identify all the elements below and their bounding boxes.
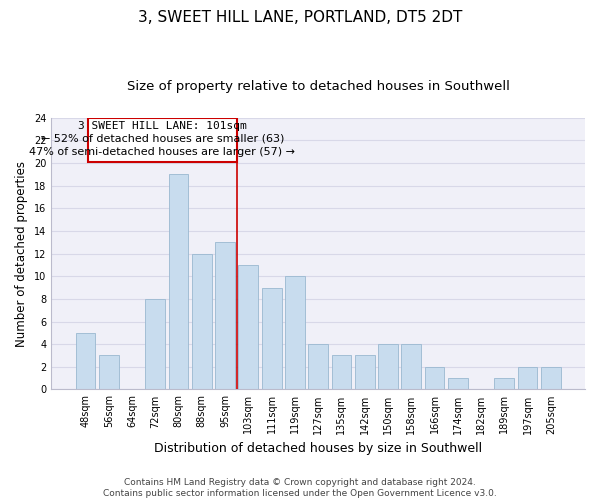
Bar <box>332 356 352 390</box>
Bar <box>494 378 514 390</box>
Bar <box>145 299 165 390</box>
Bar <box>262 288 281 390</box>
Bar <box>401 344 421 390</box>
Bar <box>238 265 258 390</box>
Title: Size of property relative to detached houses in Southwell: Size of property relative to detached ho… <box>127 80 509 93</box>
Text: ← 52% of detached houses are smaller (63): ← 52% of detached houses are smaller (63… <box>41 134 284 144</box>
Bar <box>518 367 538 390</box>
Bar <box>88 118 237 162</box>
Y-axis label: Number of detached properties: Number of detached properties <box>16 160 28 346</box>
Bar <box>425 367 445 390</box>
Bar <box>355 356 374 390</box>
Bar <box>448 378 467 390</box>
Bar <box>285 276 305 390</box>
Text: Contains HM Land Registry data © Crown copyright and database right 2024.
Contai: Contains HM Land Registry data © Crown c… <box>103 478 497 498</box>
Bar <box>99 356 119 390</box>
Bar <box>378 344 398 390</box>
Text: 3, SWEET HILL LANE, PORTLAND, DT5 2DT: 3, SWEET HILL LANE, PORTLAND, DT5 2DT <box>138 10 462 25</box>
Bar <box>308 344 328 390</box>
Bar <box>215 242 235 390</box>
Bar <box>76 333 95 390</box>
Bar <box>192 254 212 390</box>
X-axis label: Distribution of detached houses by size in Southwell: Distribution of detached houses by size … <box>154 442 482 455</box>
Text: 47% of semi-detached houses are larger (57) →: 47% of semi-detached houses are larger (… <box>29 148 295 158</box>
Bar <box>169 174 188 390</box>
Text: 3 SWEET HILL LANE: 101sqm: 3 SWEET HILL LANE: 101sqm <box>78 120 247 130</box>
Bar <box>541 367 561 390</box>
